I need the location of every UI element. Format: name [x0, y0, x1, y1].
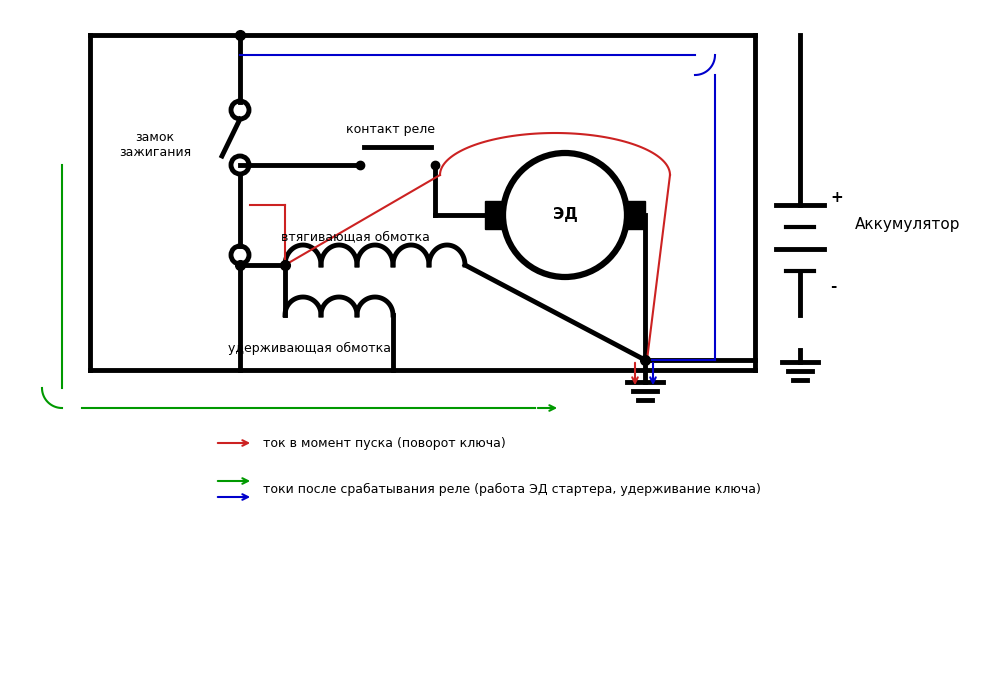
- Text: ЭД: ЭД: [553, 208, 577, 222]
- Text: удерживающая обмотка: удерживающая обмотка: [228, 341, 391, 354]
- Text: контакт реле: контакт реле: [346, 124, 435, 137]
- Text: -: -: [830, 279, 836, 293]
- Text: замок
зажигания: замок зажигания: [119, 131, 191, 159]
- Text: ток в момент пуска (поворот ключа): ток в момент пуска (поворот ключа): [263, 437, 505, 450]
- Text: Аккумулятор: Аккумулятор: [855, 218, 960, 233]
- Bar: [485, 201, 503, 229]
- Text: втягивающая обмотка: втягивающая обмотка: [281, 231, 429, 243]
- Text: токи после срабатывания реле (работа ЭД стартера, удерживание ключа): токи после срабатывания реле (работа ЭД …: [263, 483, 761, 496]
- Bar: [627, 201, 645, 229]
- Text: +: +: [830, 189, 843, 205]
